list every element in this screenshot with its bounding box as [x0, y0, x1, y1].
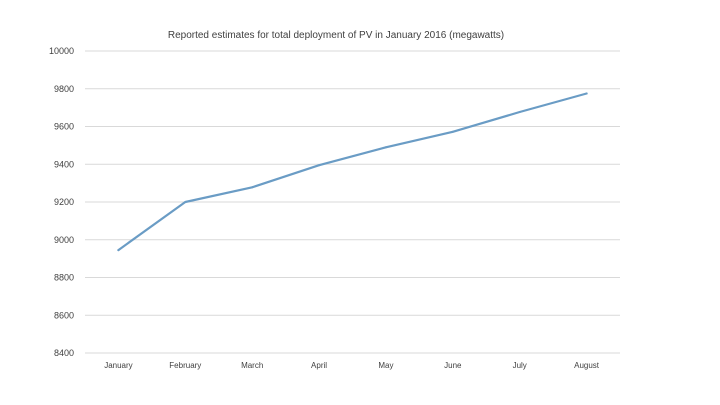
x-tick-label: July: [513, 361, 527, 370]
y-tick-label: 9400: [54, 159, 74, 169]
series-line: [117, 92, 588, 252]
x-axis-ticks: January February March April May June July Augu…: [104, 361, 600, 370]
y-tick-label: 10000: [49, 46, 74, 56]
x-tick-label: January: [104, 361, 132, 370]
data-point-may: [384, 146, 387, 149]
y-tick-label: 8800: [54, 273, 74, 283]
x-tick-label: August: [574, 361, 600, 370]
chart-title: Reported estimates for total deployment …: [168, 30, 504, 41]
data-point-june: [451, 130, 454, 133]
y-tick-label: 9000: [54, 235, 74, 245]
y-tick-label: 9800: [54, 84, 74, 94]
x-tick-label: April: [311, 361, 327, 370]
y-tick-label: 9600: [54, 122, 74, 132]
series-layer: [117, 92, 588, 252]
grid-lines: [85, 50, 620, 354]
y-axis-ticks: 8400 8600 8800 9000 9200 9400 9600 9800 10000: [49, 46, 74, 358]
x-tick-label: June: [444, 361, 462, 370]
data-point-january: [117, 249, 120, 252]
x-tick-label: May: [378, 361, 393, 370]
y-tick-label: 9200: [54, 197, 74, 207]
x-tick-label: February: [169, 361, 201, 370]
y-tick-label: 8400: [54, 348, 74, 358]
y-tick-label: 8600: [54, 310, 74, 320]
data-point-august: [585, 92, 588, 95]
data-point-february: [184, 201, 187, 203]
data-point-march: [251, 186, 254, 189]
data-point-july: [518, 110, 521, 113]
x-tick-label: March: [241, 361, 263, 370]
data-point-april: [318, 164, 321, 167]
